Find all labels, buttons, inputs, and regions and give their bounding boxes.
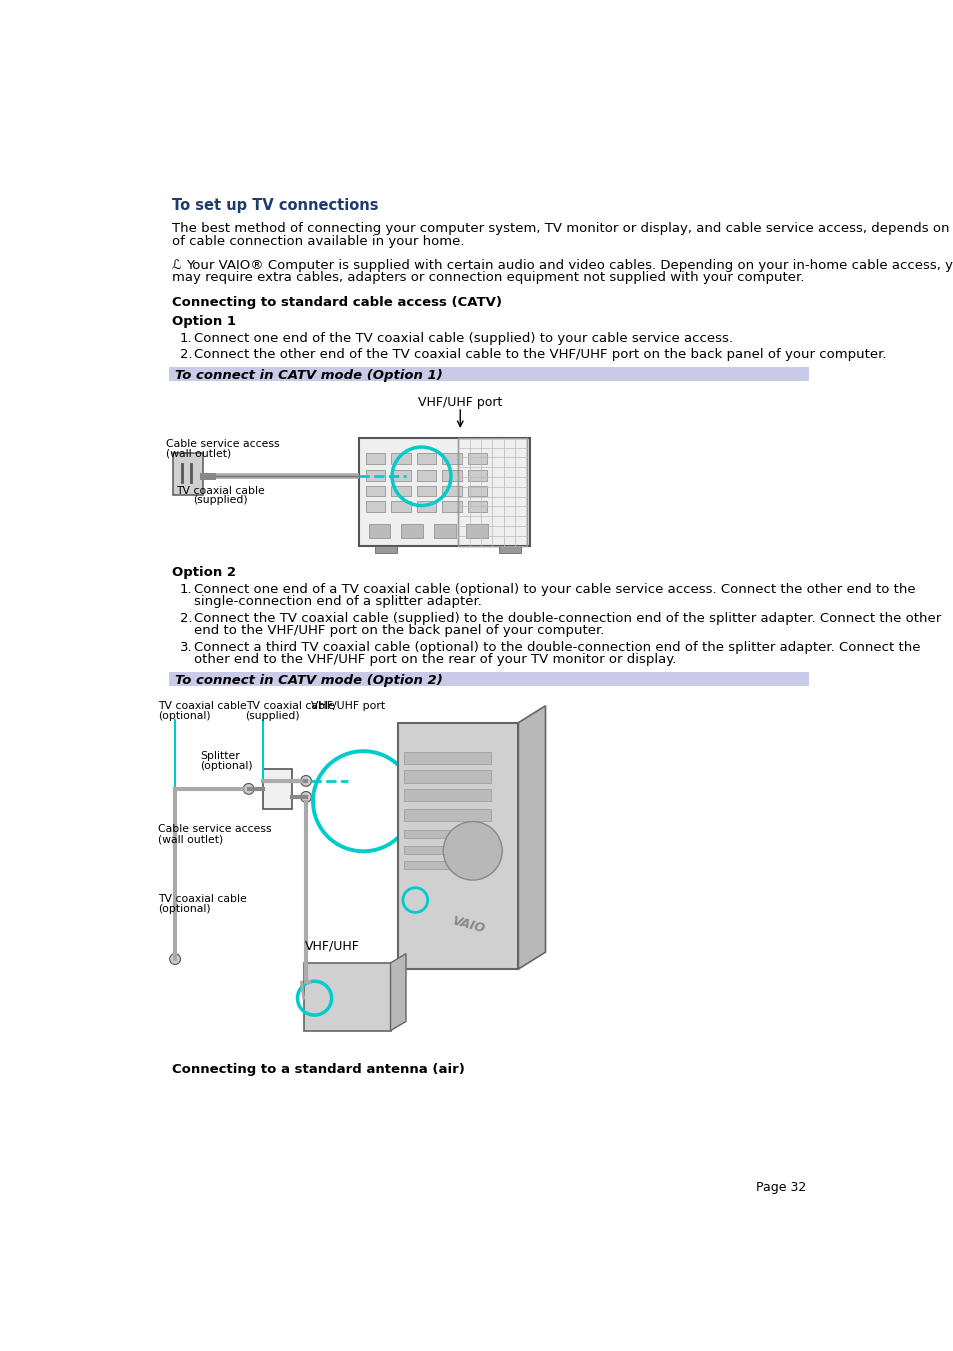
Text: (wall outlet): (wall outlet): [166, 449, 231, 458]
Text: VHF/UHF port: VHF/UHF port: [417, 396, 502, 409]
Text: Option 2: Option 2: [172, 566, 235, 578]
Bar: [391, 501, 410, 512]
Bar: [416, 485, 436, 496]
Bar: [404, 846, 491, 854]
Bar: [404, 770, 491, 782]
Bar: [498, 546, 520, 554]
Bar: [169, 367, 808, 381]
Bar: [416, 501, 436, 512]
Circle shape: [443, 821, 501, 880]
Text: Option 1: Option 1: [172, 315, 235, 327]
Text: 2.: 2.: [179, 349, 193, 362]
Bar: [397, 723, 517, 969]
Text: To connect in CATV mode (Option 1): To connect in CATV mode (Option 1): [174, 369, 442, 382]
Bar: [404, 831, 491, 838]
Text: Cable service access: Cable service access: [166, 439, 279, 450]
Bar: [442, 485, 461, 496]
Bar: [404, 809, 491, 821]
Text: Splitter: Splitter: [199, 751, 239, 761]
Bar: [391, 470, 410, 481]
Text: (supplied): (supplied): [193, 494, 247, 505]
Bar: [375, 546, 396, 554]
Text: VAIO: VAIO: [450, 915, 485, 935]
Text: (optional): (optional): [158, 711, 211, 721]
Text: (supplied): (supplied): [245, 711, 300, 721]
Bar: [365, 470, 385, 481]
Bar: [442, 501, 461, 512]
Text: Connect one end of a TV coaxial cable (optional) to your cable service access. C: Connect one end of a TV coaxial cable (o…: [193, 582, 914, 596]
Bar: [468, 501, 487, 512]
Bar: [434, 524, 456, 538]
Text: VHF/UHF port: VHF/UHF port: [311, 701, 385, 711]
Text: other end to the VHF/UHF port on the rear of your TV monitor or display.: other end to the VHF/UHF port on the rea…: [193, 654, 676, 666]
Polygon shape: [517, 705, 545, 969]
Text: may require extra cables, adapters or connection equipment not supplied with you: may require extra cables, adapters or co…: [172, 272, 803, 285]
Circle shape: [243, 784, 253, 794]
Text: end to the VHF/UHF port on the back panel of your computer.: end to the VHF/UHF port on the back pane…: [193, 624, 603, 638]
Bar: [391, 485, 410, 496]
Text: (optional): (optional): [199, 761, 253, 771]
Text: TV coaxial cable: TV coaxial cable: [175, 485, 264, 496]
Text: (wall outlet): (wall outlet): [158, 835, 223, 844]
Text: VHF/UHF: VHF/UHF: [305, 940, 359, 952]
Bar: [457, 438, 526, 546]
Text: The best method of connecting your computer system, TV monitor or display, and c: The best method of connecting your compu…: [172, 222, 953, 235]
Bar: [359, 438, 530, 546]
Bar: [468, 485, 487, 496]
Bar: [416, 453, 436, 463]
Text: 1.: 1.: [179, 331, 193, 345]
Bar: [303, 963, 390, 1031]
Bar: [416, 470, 436, 481]
Bar: [442, 453, 461, 463]
Text: Connecting to standard cable access (CATV): Connecting to standard cable access (CAT…: [172, 296, 501, 309]
Bar: [262, 769, 292, 809]
Text: ℒ: ℒ: [172, 259, 181, 272]
Bar: [365, 485, 385, 496]
Bar: [401, 524, 422, 538]
Text: TV coaxial cable: TV coaxial cable: [158, 893, 247, 904]
Text: of cable connection available in your home.: of cable connection available in your ho…: [172, 235, 464, 247]
Text: Connect one end of the TV coaxial cable (supplied) to your cable service access.: Connect one end of the TV coaxial cable …: [193, 331, 732, 345]
Text: 3.: 3.: [179, 642, 193, 654]
Bar: [391, 453, 410, 463]
Text: single-connection end of a splitter adapter.: single-connection end of a splitter adap…: [193, 594, 481, 608]
Text: Connect a third TV coaxial cable (optional) to the double-connection end of the : Connect a third TV coaxial cable (option…: [193, 642, 920, 654]
Text: To set up TV connections: To set up TV connections: [172, 197, 378, 212]
Circle shape: [300, 792, 311, 802]
Circle shape: [303, 977, 314, 988]
Bar: [365, 453, 385, 463]
Text: TV coaxial cable: TV coaxial cable: [245, 701, 334, 711]
Polygon shape: [390, 954, 406, 1031]
Bar: [466, 524, 488, 538]
Bar: [468, 453, 487, 463]
Bar: [404, 789, 491, 801]
Bar: [369, 524, 390, 538]
Text: Connect the other end of the TV coaxial cable to the VHF/UHF port on the back pa: Connect the other end of the TV coaxial …: [193, 349, 885, 362]
Text: Cable service access: Cable service access: [158, 824, 272, 835]
Text: Page 32: Page 32: [755, 1181, 805, 1194]
Bar: [442, 470, 461, 481]
Circle shape: [300, 775, 311, 786]
Text: TV coaxial cable: TV coaxial cable: [158, 701, 247, 711]
Text: Connect the TV coaxial cable (supplied) to the double-connection end of the spli: Connect the TV coaxial cable (supplied) …: [193, 612, 940, 624]
Text: To connect in CATV mode (Option 2): To connect in CATV mode (Option 2): [174, 674, 442, 688]
Bar: [365, 501, 385, 512]
Text: (optional): (optional): [158, 904, 211, 913]
Text: 1.: 1.: [179, 582, 193, 596]
Text: Your VAIO® Computer is supplied with certain audio and video cables. Depending o: Your VAIO® Computer is supplied with cer…: [186, 259, 953, 272]
Bar: [173, 453, 203, 494]
Text: 2.: 2.: [179, 612, 193, 624]
Bar: [404, 862, 491, 869]
Bar: [404, 753, 491, 765]
Bar: [468, 470, 487, 481]
Circle shape: [170, 954, 180, 965]
Text: Connecting to a standard antenna (air): Connecting to a standard antenna (air): [172, 1063, 464, 1075]
Bar: [169, 671, 808, 686]
